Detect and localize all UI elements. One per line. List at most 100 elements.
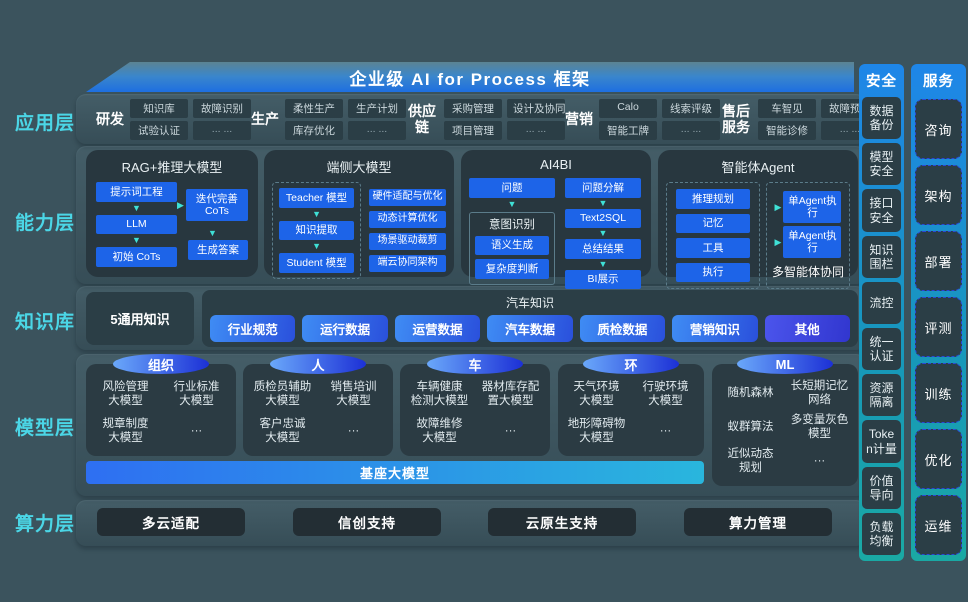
service-item: 评测 bbox=[915, 297, 962, 357]
layer-label-model: 模型层 bbox=[14, 418, 75, 439]
compute-box: 算力管理 bbox=[684, 508, 832, 536]
flow-node: 总结结果 bbox=[565, 239, 641, 259]
security-item: 接口安全 bbox=[862, 189, 901, 232]
panel-ai4bi: AI4BI 问题 ▼ 意图识别 语义生成 复杂度判断 问题分解 ▼ Text2S… bbox=[461, 150, 651, 290]
flow-node: LLM bbox=[96, 214, 177, 235]
flow-arrow-down-icon: ▼ bbox=[312, 241, 321, 252]
knowledge-pill: 汽车数据 bbox=[487, 315, 573, 342]
panel-rag-reasoning-model: RAG+推理大模型 提示词工程 ▼ LLM ▼ 初始 CoTs ▶ 迭代完善Co… bbox=[86, 150, 258, 277]
flow-node: 问题 bbox=[469, 178, 555, 198]
security-item: 模型安全 bbox=[862, 143, 901, 186]
model-item: 规章制度 大模型 bbox=[102, 418, 149, 445]
optimization-node: 硬件适配与优化 bbox=[369, 188, 446, 206]
model-item: 蚁群算法 bbox=[727, 421, 774, 434]
flow-node: 初始 CoTs bbox=[96, 247, 177, 267]
panel-edge-model: 端侧大模型 Teacher 模型 ▼ 知识提取 ▼ Student 模型 硬件适… bbox=[264, 150, 454, 279]
compute-box: 信创支持 bbox=[293, 508, 441, 536]
agent-executor: 单Agent执行 bbox=[783, 191, 842, 224]
app-chip: 设计及协同 bbox=[507, 98, 566, 118]
multi-agent-group: ▶ 单Agent执行 ▶ 单Agent执行 多智能体协同 bbox=[766, 182, 850, 290]
optimization-node: 端云协同架构 bbox=[369, 254, 446, 272]
model-item: 故障维修 大模型 bbox=[416, 418, 463, 445]
security-column: 安全 数据备份 模型安全 接口安全 知识围栏 流控 统一认证 资源隔离 Toke… bbox=[859, 64, 904, 561]
flow-node: 知识提取 bbox=[279, 220, 355, 241]
service-column-header: 服务 bbox=[923, 74, 954, 90]
flow-node: Text2SQL bbox=[565, 208, 641, 229]
layer-label-knowledge: 知识库 bbox=[14, 312, 75, 333]
page-title: 企业级 AI for Process 框架 bbox=[349, 69, 591, 89]
model-item: 近似动态 规划 bbox=[727, 448, 774, 475]
flow-arrow-down-icon: ▼ bbox=[208, 228, 217, 239]
app-group-production: 生产 柔性生产 生产计划 库存优化 ... ... bbox=[251, 98, 406, 140]
security-item: 资源隔离 bbox=[862, 374, 901, 417]
security-item: 知识围栏 bbox=[862, 235, 901, 278]
app-group-name: 营销 bbox=[565, 110, 593, 127]
app-group-rd: 研发 知识库 故障识别 试验认证 ... ... bbox=[96, 98, 251, 140]
app-chip-more: ... ... bbox=[507, 120, 565, 140]
app-group-name: 生产 bbox=[251, 110, 279, 127]
app-chip: 故障识别 bbox=[193, 98, 251, 118]
model-item: 器材库存配 置大模型 bbox=[481, 381, 540, 408]
panel-title: 智能体Agent bbox=[721, 160, 795, 175]
app-group-chips: Calo 线索评级 智能工牌 ... ... bbox=[599, 98, 720, 140]
app-chip-more: ... ... bbox=[193, 120, 251, 140]
app-group-name: 研发 bbox=[96, 110, 124, 127]
model-group-pill: 人 bbox=[270, 354, 366, 374]
model-group-organization: 组织 风险管理 大模型 行业标准 大模型 规章制度 大模型 ··· bbox=[86, 354, 236, 456]
app-group-supply-chain: 供应链 采购管理 设计及协同 项目管理 ... ... bbox=[406, 98, 566, 140]
security-item: Token计量 bbox=[862, 420, 901, 463]
agent-component: 记忆 bbox=[676, 213, 750, 234]
panel-title: 端侧大模型 bbox=[326, 160, 392, 175]
layer-label-compute: 算力层 bbox=[14, 514, 75, 535]
panel-title: AI4BI bbox=[540, 157, 572, 172]
security-item: 统一认证 bbox=[862, 328, 901, 371]
model-item: 天气环境 大模型 bbox=[573, 381, 620, 408]
service-item: 运维 bbox=[915, 495, 962, 555]
agent-components-group: 推理规划 记忆 工具 执行 bbox=[666, 182, 760, 290]
application-layer-row: 研发 知识库 故障识别 试验认证 ... ... 生产 柔性生产 生产计划 库存… bbox=[96, 97, 879, 141]
multi-agent-caption: 多智能体协同 bbox=[771, 265, 844, 280]
knowledge-pill: 质检数据 bbox=[579, 315, 666, 342]
service-item: 优化 bbox=[915, 429, 962, 489]
flow-node: 生成答案 bbox=[187, 240, 248, 260]
flow-node: 问题分解 bbox=[565, 178, 641, 198]
knowledge-pill: 营销知识 bbox=[672, 315, 758, 342]
optimization-node: 动态计算优化 bbox=[369, 210, 446, 228]
app-chip: 柔性生产 bbox=[285, 98, 343, 118]
auto-knowledge-panel: 汽车知识 行业规范 运行数据 运营数据 汽车数据 质检数据 营销知识 其他 bbox=[202, 290, 858, 347]
app-group-name: 售后服务 bbox=[722, 102, 750, 135]
intent-recognition-group: 意图识别 语义生成 复杂度判断 bbox=[469, 211, 555, 285]
model-group-pill: 组织 bbox=[113, 354, 209, 374]
flow-arrow-right-icon: ▶ bbox=[176, 199, 184, 210]
model-item: 风险管理 大模型 bbox=[102, 381, 149, 408]
app-chip: 试验认证 bbox=[130, 120, 188, 140]
model-group-pill: ML bbox=[737, 354, 833, 374]
app-chip: 生产计划 bbox=[348, 98, 406, 118]
app-group-name: 供应链 bbox=[408, 102, 436, 135]
flow-arrow-down-icon: ▼ bbox=[598, 258, 608, 269]
app-group-after-sales: 售后服务 车智见 故障预警 智能诊修 ... ... bbox=[720, 98, 879, 140]
model-item-more: ··· bbox=[190, 425, 203, 438]
app-chip: 知识库 bbox=[130, 98, 188, 118]
security-item: 价值导向 bbox=[862, 466, 901, 509]
general-knowledge-box: 5通用知识 bbox=[86, 292, 194, 345]
model-group-pill: 车 bbox=[427, 354, 523, 374]
service-column: 服务 咨询 架构 部署 评测 训练 优化 运维 bbox=[911, 64, 966, 561]
model-item: 多变量灰色 模型 bbox=[790, 414, 849, 441]
flow-arrow-right-icon: ▶ bbox=[774, 236, 782, 247]
security-column-header: 安全 bbox=[866, 74, 897, 90]
model-item: 行业标准 大模型 bbox=[173, 381, 220, 408]
flow-arrow-right-icon: ▶ bbox=[774, 201, 782, 212]
model-item: 客户忠诚 大模型 bbox=[259, 418, 306, 445]
app-group-marketing: 营销 Calo 线索评级 智能工牌 ... ... bbox=[565, 98, 720, 140]
app-chip: 智能工牌 bbox=[599, 120, 657, 140]
app-group-chips: 柔性生产 生产计划 库存优化 ... ... bbox=[285, 98, 406, 140]
model-item: 地形障碍物 大模型 bbox=[567, 418, 626, 445]
flow-arrow-down-icon: ▼ bbox=[507, 198, 517, 209]
model-item: 车辆健康 检测大模型 bbox=[410, 381, 469, 408]
model-group-ml: ML 随机森林 长短期记忆 网络 蚁群算法 多变量灰色 模型 近似动态 规划 ·… bbox=[712, 354, 858, 486]
compute-box: 云原生支持 bbox=[488, 508, 636, 536]
service-item: 训练 bbox=[915, 363, 962, 423]
model-item-more: ··· bbox=[659, 425, 672, 438]
